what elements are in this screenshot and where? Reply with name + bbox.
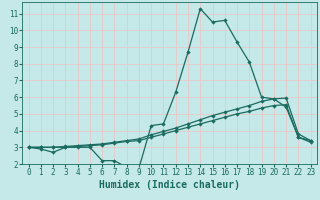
X-axis label: Humidex (Indice chaleur): Humidex (Indice chaleur) bbox=[99, 180, 240, 190]
